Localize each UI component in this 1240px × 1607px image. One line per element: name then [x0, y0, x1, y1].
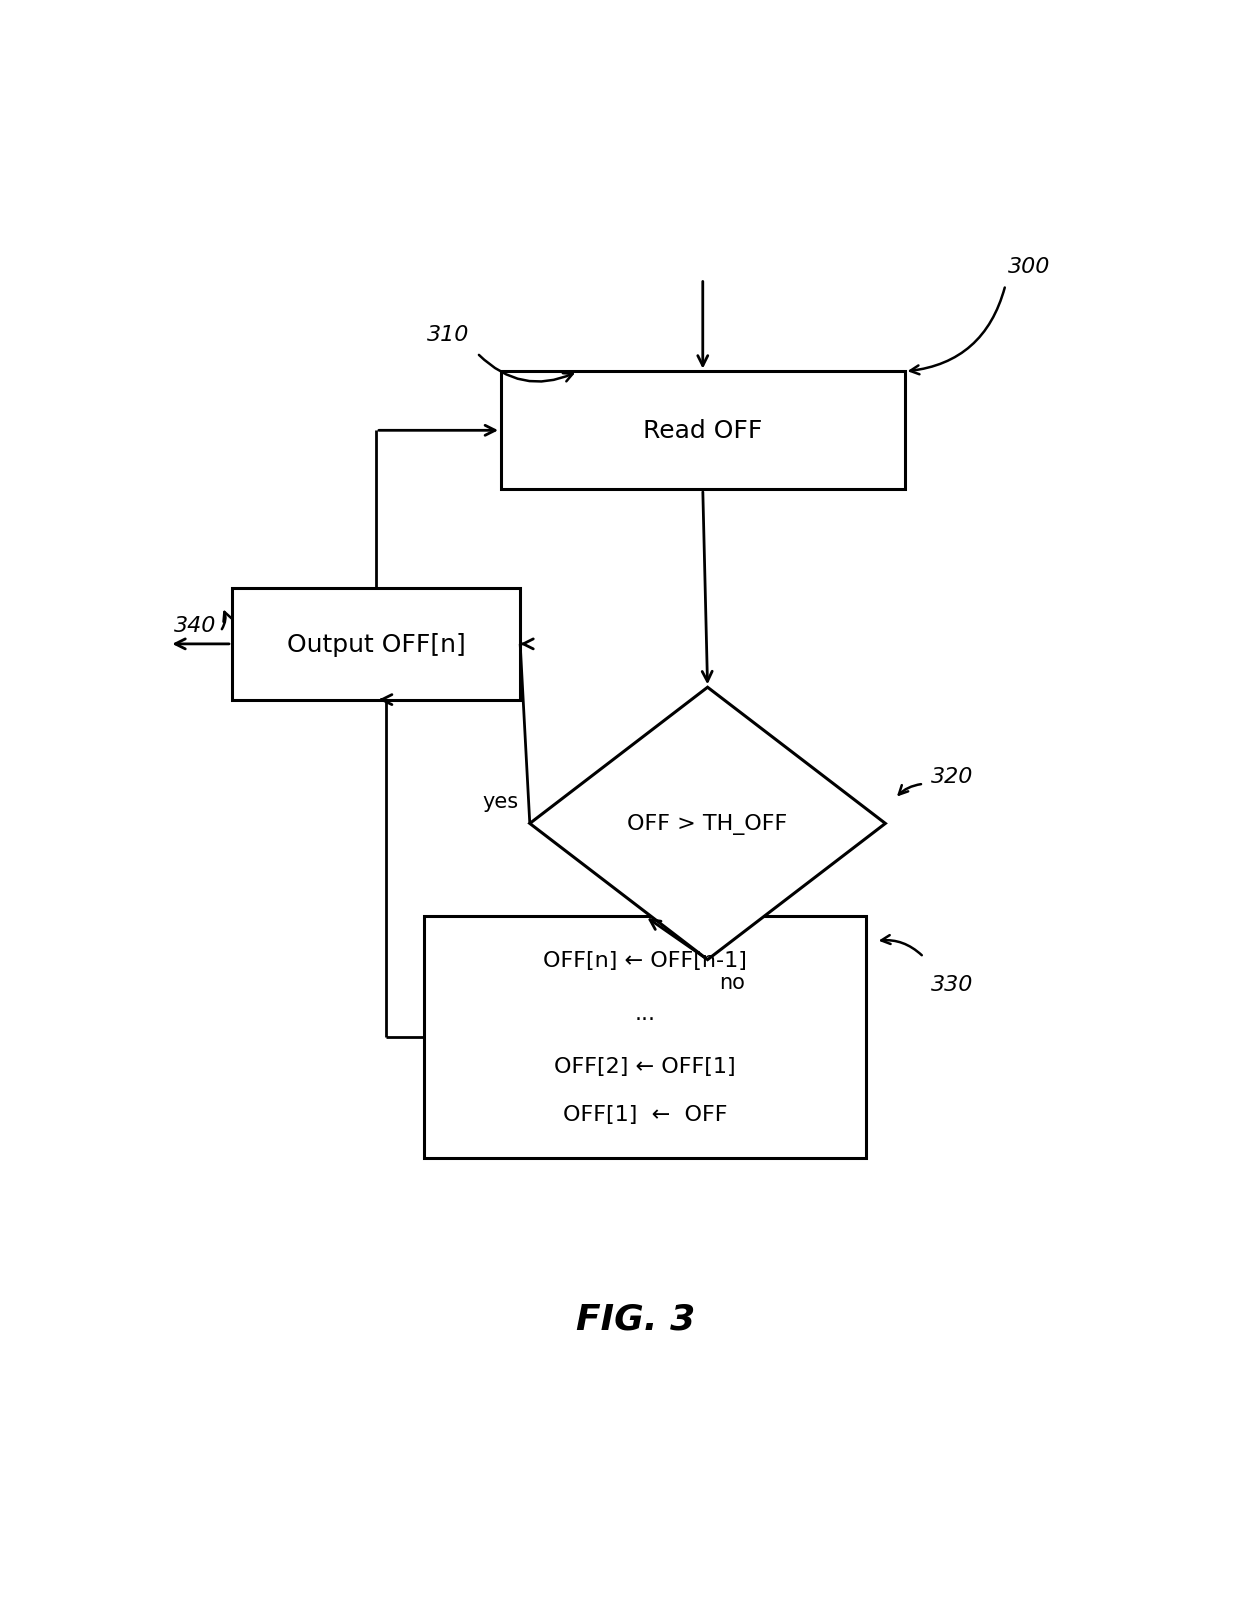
Text: OFF > TH_OFF: OFF > TH_OFF [627, 813, 787, 834]
Text: Read OFF: Read OFF [644, 419, 763, 444]
Text: ...: ... [635, 1003, 656, 1024]
Text: yes: yes [482, 792, 520, 812]
Bar [232, 588, 521, 701]
Bar [424, 916, 866, 1159]
Text: 300: 300 [1008, 257, 1050, 276]
Polygon shape [529, 688, 885, 959]
Text: 340: 340 [174, 615, 217, 636]
Text: 320: 320 [931, 767, 973, 787]
Text: Output OFF[n]: Output OFF[n] [286, 633, 465, 657]
Text: OFF[1]  ←  OFF: OFF[1] ← OFF [563, 1104, 728, 1125]
Text: OFF[2] ← OFF[1]: OFF[2] ← OFF[1] [554, 1056, 735, 1077]
Text: FIG. 3: FIG. 3 [575, 1302, 696, 1335]
Bar [501, 373, 905, 490]
Text: 330: 330 [931, 975, 973, 995]
Text: OFF[n] ← OFF[n-1]: OFF[n] ← OFF[n-1] [543, 950, 746, 971]
Text: 310: 310 [427, 325, 469, 346]
Text: no: no [719, 972, 744, 992]
